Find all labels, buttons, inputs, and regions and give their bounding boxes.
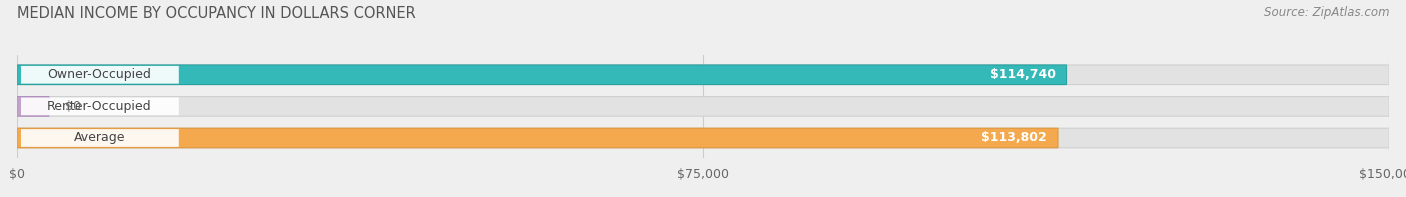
FancyBboxPatch shape (17, 65, 1067, 85)
FancyBboxPatch shape (17, 128, 1057, 148)
FancyBboxPatch shape (17, 97, 49, 116)
Text: $113,802: $113,802 (981, 131, 1047, 144)
FancyBboxPatch shape (17, 128, 1389, 148)
Text: Source: ZipAtlas.com: Source: ZipAtlas.com (1264, 6, 1389, 19)
Text: MEDIAN INCOME BY OCCUPANCY IN DOLLARS CORNER: MEDIAN INCOME BY OCCUPANCY IN DOLLARS CO… (17, 6, 416, 21)
FancyBboxPatch shape (17, 65, 1389, 85)
Text: Renter-Occupied: Renter-Occupied (46, 100, 152, 113)
Text: Owner-Occupied: Owner-Occupied (48, 68, 150, 81)
Text: $0: $0 (65, 100, 82, 113)
Text: Average: Average (73, 131, 125, 144)
FancyBboxPatch shape (17, 97, 1389, 116)
FancyBboxPatch shape (21, 129, 179, 147)
FancyBboxPatch shape (21, 98, 179, 115)
FancyBboxPatch shape (21, 66, 179, 84)
Text: $114,740: $114,740 (990, 68, 1056, 81)
